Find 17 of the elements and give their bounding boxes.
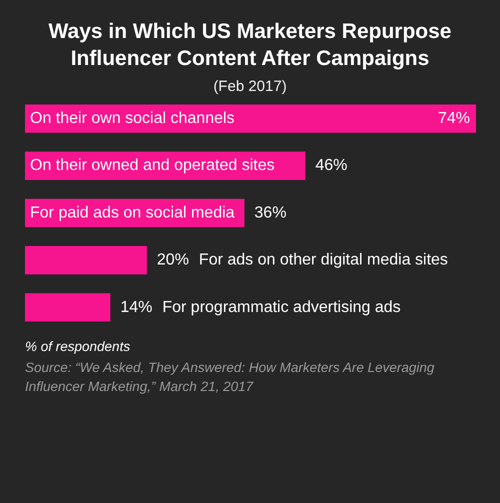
y-tick-label: For programmatic advertising ads <box>162 298 401 316</box>
bar <box>25 246 147 274</box>
chart-subtitle: (Feb 2017) <box>212 78 288 95</box>
data-label: 46% <box>315 157 348 174</box>
text: % of respondents <box>25 338 132 356</box>
data-label: 36% <box>254 204 286 222</box>
y-tick-label: For ads on other digital media sites <box>198 252 448 269</box>
source-note: Source: “We Asked, They Answered: How Marketers Are Leveraging Influencer Marketing,” March 21, 2017 <box>25 359 436 396</box>
chart-title: Ways in Which US Marketers Repurpose Influencer Content After Campaigns <box>48 19 452 72</box>
data-label: 14% <box>120 298 152 316</box>
y-tick-label: On their owned and operated sites <box>30 157 275 174</box>
bar <box>25 104 476 133</box>
data-label: 74% <box>438 110 470 128</box>
data-label: 20% <box>156 252 189 269</box>
bar <box>25 293 110 322</box>
y-tick-label: On their own social channels <box>30 110 235 128</box>
y-tick-label: For paid ads on social media <box>30 204 235 222</box>
